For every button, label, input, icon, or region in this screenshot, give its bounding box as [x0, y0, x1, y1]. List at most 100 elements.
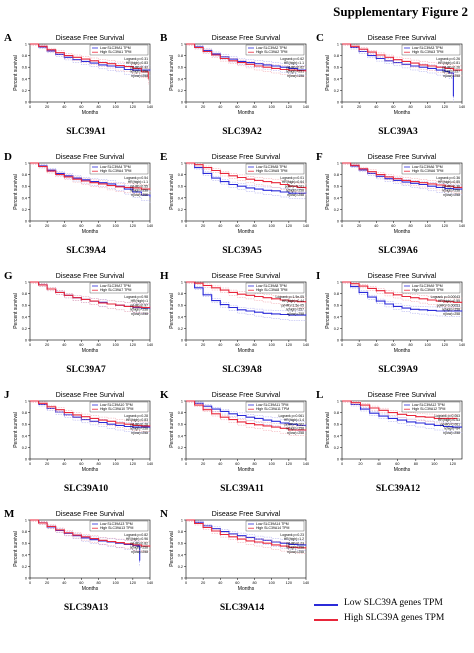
x-tick-label: 0: [185, 224, 187, 228]
ci-lower-high: [342, 401, 458, 425]
y-tick-label: 0.4: [22, 434, 27, 438]
stat-text: n(high)=84: [444, 427, 460, 431]
stat-text: p(HR)=0.82: [130, 541, 148, 545]
stat-text: Logrank p=0.01: [280, 176, 304, 180]
inset-legend-box: [245, 520, 305, 532]
x-axis-label: Months: [394, 110, 411, 116]
x-tick-label: 140: [303, 105, 309, 109]
y-tick-label: 0.4: [22, 77, 27, 81]
x-tick-label: 120: [286, 224, 292, 228]
x-axis-label: Months: [394, 229, 411, 235]
y-tick-label: 0.8: [334, 173, 339, 177]
x-tick-label: 80: [252, 224, 256, 228]
y-tick-label: 1: [337, 162, 339, 166]
stat-text: p(HR)=0.36: [442, 184, 460, 188]
y-tick-label: 0.6: [334, 423, 339, 427]
x-tick-label: 100: [269, 224, 275, 228]
inset-legend-label: High SLC39A11 TPM: [256, 407, 289, 411]
panel-letter: J: [4, 389, 10, 401]
x-axis-label: Months: [82, 229, 99, 235]
stat-text: n(high)=258: [130, 546, 148, 550]
y-tick-label: 0.6: [22, 423, 27, 427]
x-tick-label: 0: [185, 343, 187, 347]
chart-title: Disease Free Survival: [368, 35, 437, 42]
survival-curve-low: [30, 43, 150, 71]
x-tick-label: 0: [185, 105, 187, 109]
survival-curve-high: [30, 400, 150, 427]
survival-curve-low: [342, 281, 462, 312]
y-tick-label: 0.8: [178, 173, 183, 177]
y-tick-label: 1: [337, 43, 339, 47]
stat-text: n(low)=258: [443, 193, 460, 197]
y-axis-label: Percent survival: [325, 412, 331, 448]
figure-title: Supplementary Figure 2: [333, 4, 468, 19]
inset-legend-label: High SLC39A14 TPM: [256, 526, 289, 530]
survival-curve-low: [342, 162, 462, 190]
x-tick-label: 60: [235, 224, 239, 228]
x-tick-label: 100: [425, 224, 431, 228]
stat-text: n(low)=258: [131, 74, 148, 78]
survival-curve-high: [342, 43, 462, 71]
legend-label-high: High SLC39A genes TPM: [344, 613, 445, 623]
inset-legend-box: [401, 282, 461, 294]
y-tick-label: 0.2: [22, 327, 27, 331]
x-tick-label: 20: [201, 462, 205, 466]
stat-text: n(low)=258: [131, 431, 148, 435]
y-tick-label: 0.2: [178, 565, 183, 569]
inset-legend-label: High SLC39A8 TPM: [256, 288, 288, 292]
y-tick-label: 0: [25, 339, 27, 343]
survival-panel-c: C Disease Free Survival 0 0.2 0.4 0.6 0.8 1 0 20 4…: [316, 32, 465, 137]
gene-label: SLC39A8: [222, 365, 262, 375]
survival-panel-e: E Disease Free Survival 0 0.2 0.4 0.6 0.8 1 0 20 4…: [160, 151, 309, 256]
y-tick-label: 0.2: [334, 327, 339, 331]
x-tick-label: 100: [113, 581, 119, 585]
survival-panel-f: F Disease Free Survival 0 0.2 0.4 0.6 0.8 1 0 20 4…: [316, 151, 465, 256]
x-tick-label: 100: [269, 105, 275, 109]
x-tick-label: 100: [113, 224, 119, 228]
y-tick-label: 0.8: [178, 411, 183, 415]
chart-title: Disease Free Survival: [56, 273, 125, 280]
survival-curve-high: [342, 281, 462, 303]
stat-text: p(HR)=0.62: [286, 65, 304, 69]
stat-text: n(high)=258: [130, 427, 148, 431]
stat-text: p(HR)=0.28: [130, 422, 148, 426]
stat-text: n(high)=258: [130, 189, 148, 193]
x-tick-label: 60: [79, 581, 83, 585]
y-axis-label: Percent survival: [325, 293, 331, 329]
stat-text: n(low)=258: [287, 431, 304, 435]
survival-curve-high: [186, 43, 306, 72]
plot-frame: [29, 43, 151, 103]
inset-legend-box: [89, 520, 149, 532]
inset-legend-label: High SLC39A1 TPM: [100, 50, 132, 54]
ci-lower-low: [30, 44, 151, 77]
y-tick-label: 0.2: [334, 446, 339, 450]
x-tick-label: 60: [391, 224, 395, 228]
x-tick-label: 80: [96, 462, 100, 466]
y-tick-label: 0.2: [22, 208, 27, 212]
x-axis-label: Months: [394, 467, 411, 473]
y-tick-label: 0.4: [22, 315, 27, 319]
stat-text: n(low)=258: [131, 193, 148, 197]
x-tick-label: 140: [303, 343, 309, 347]
y-tick-label: 0.8: [178, 54, 183, 58]
ci-lower-low: [342, 163, 463, 196]
stat-text: n(low)=258: [443, 431, 460, 435]
survival-panel-g: G Disease Free Survival 0 0.2 0.4 0.6 0.8 1 0 20 4…: [4, 270, 153, 375]
y-tick-label: 0.8: [334, 54, 339, 58]
y-axis-label: Percent survival: [169, 55, 175, 91]
y-tick-label: 1: [25, 43, 27, 47]
panel-letter: L: [316, 389, 323, 401]
inset-legend-label: Low SLC39A8 TPM: [256, 284, 287, 288]
y-tick-label: 0.6: [334, 66, 339, 70]
ci-upper-high: [30, 400, 151, 423]
x-axis-label: Months: [238, 586, 255, 592]
x-tick-label: 80: [96, 224, 100, 228]
y-tick-label: 0.6: [22, 542, 27, 546]
y-tick-label: 1: [337, 281, 339, 285]
stat-text: Logrank p=0.62: [280, 57, 304, 61]
ci-upper-low: [186, 281, 307, 312]
inset-legend-label: Low SLC39A13 TPM: [100, 522, 133, 526]
stat-text: HR(high)=0.96: [126, 537, 148, 541]
legend-label-low: Low SLC39A genes TPM: [344, 598, 443, 608]
